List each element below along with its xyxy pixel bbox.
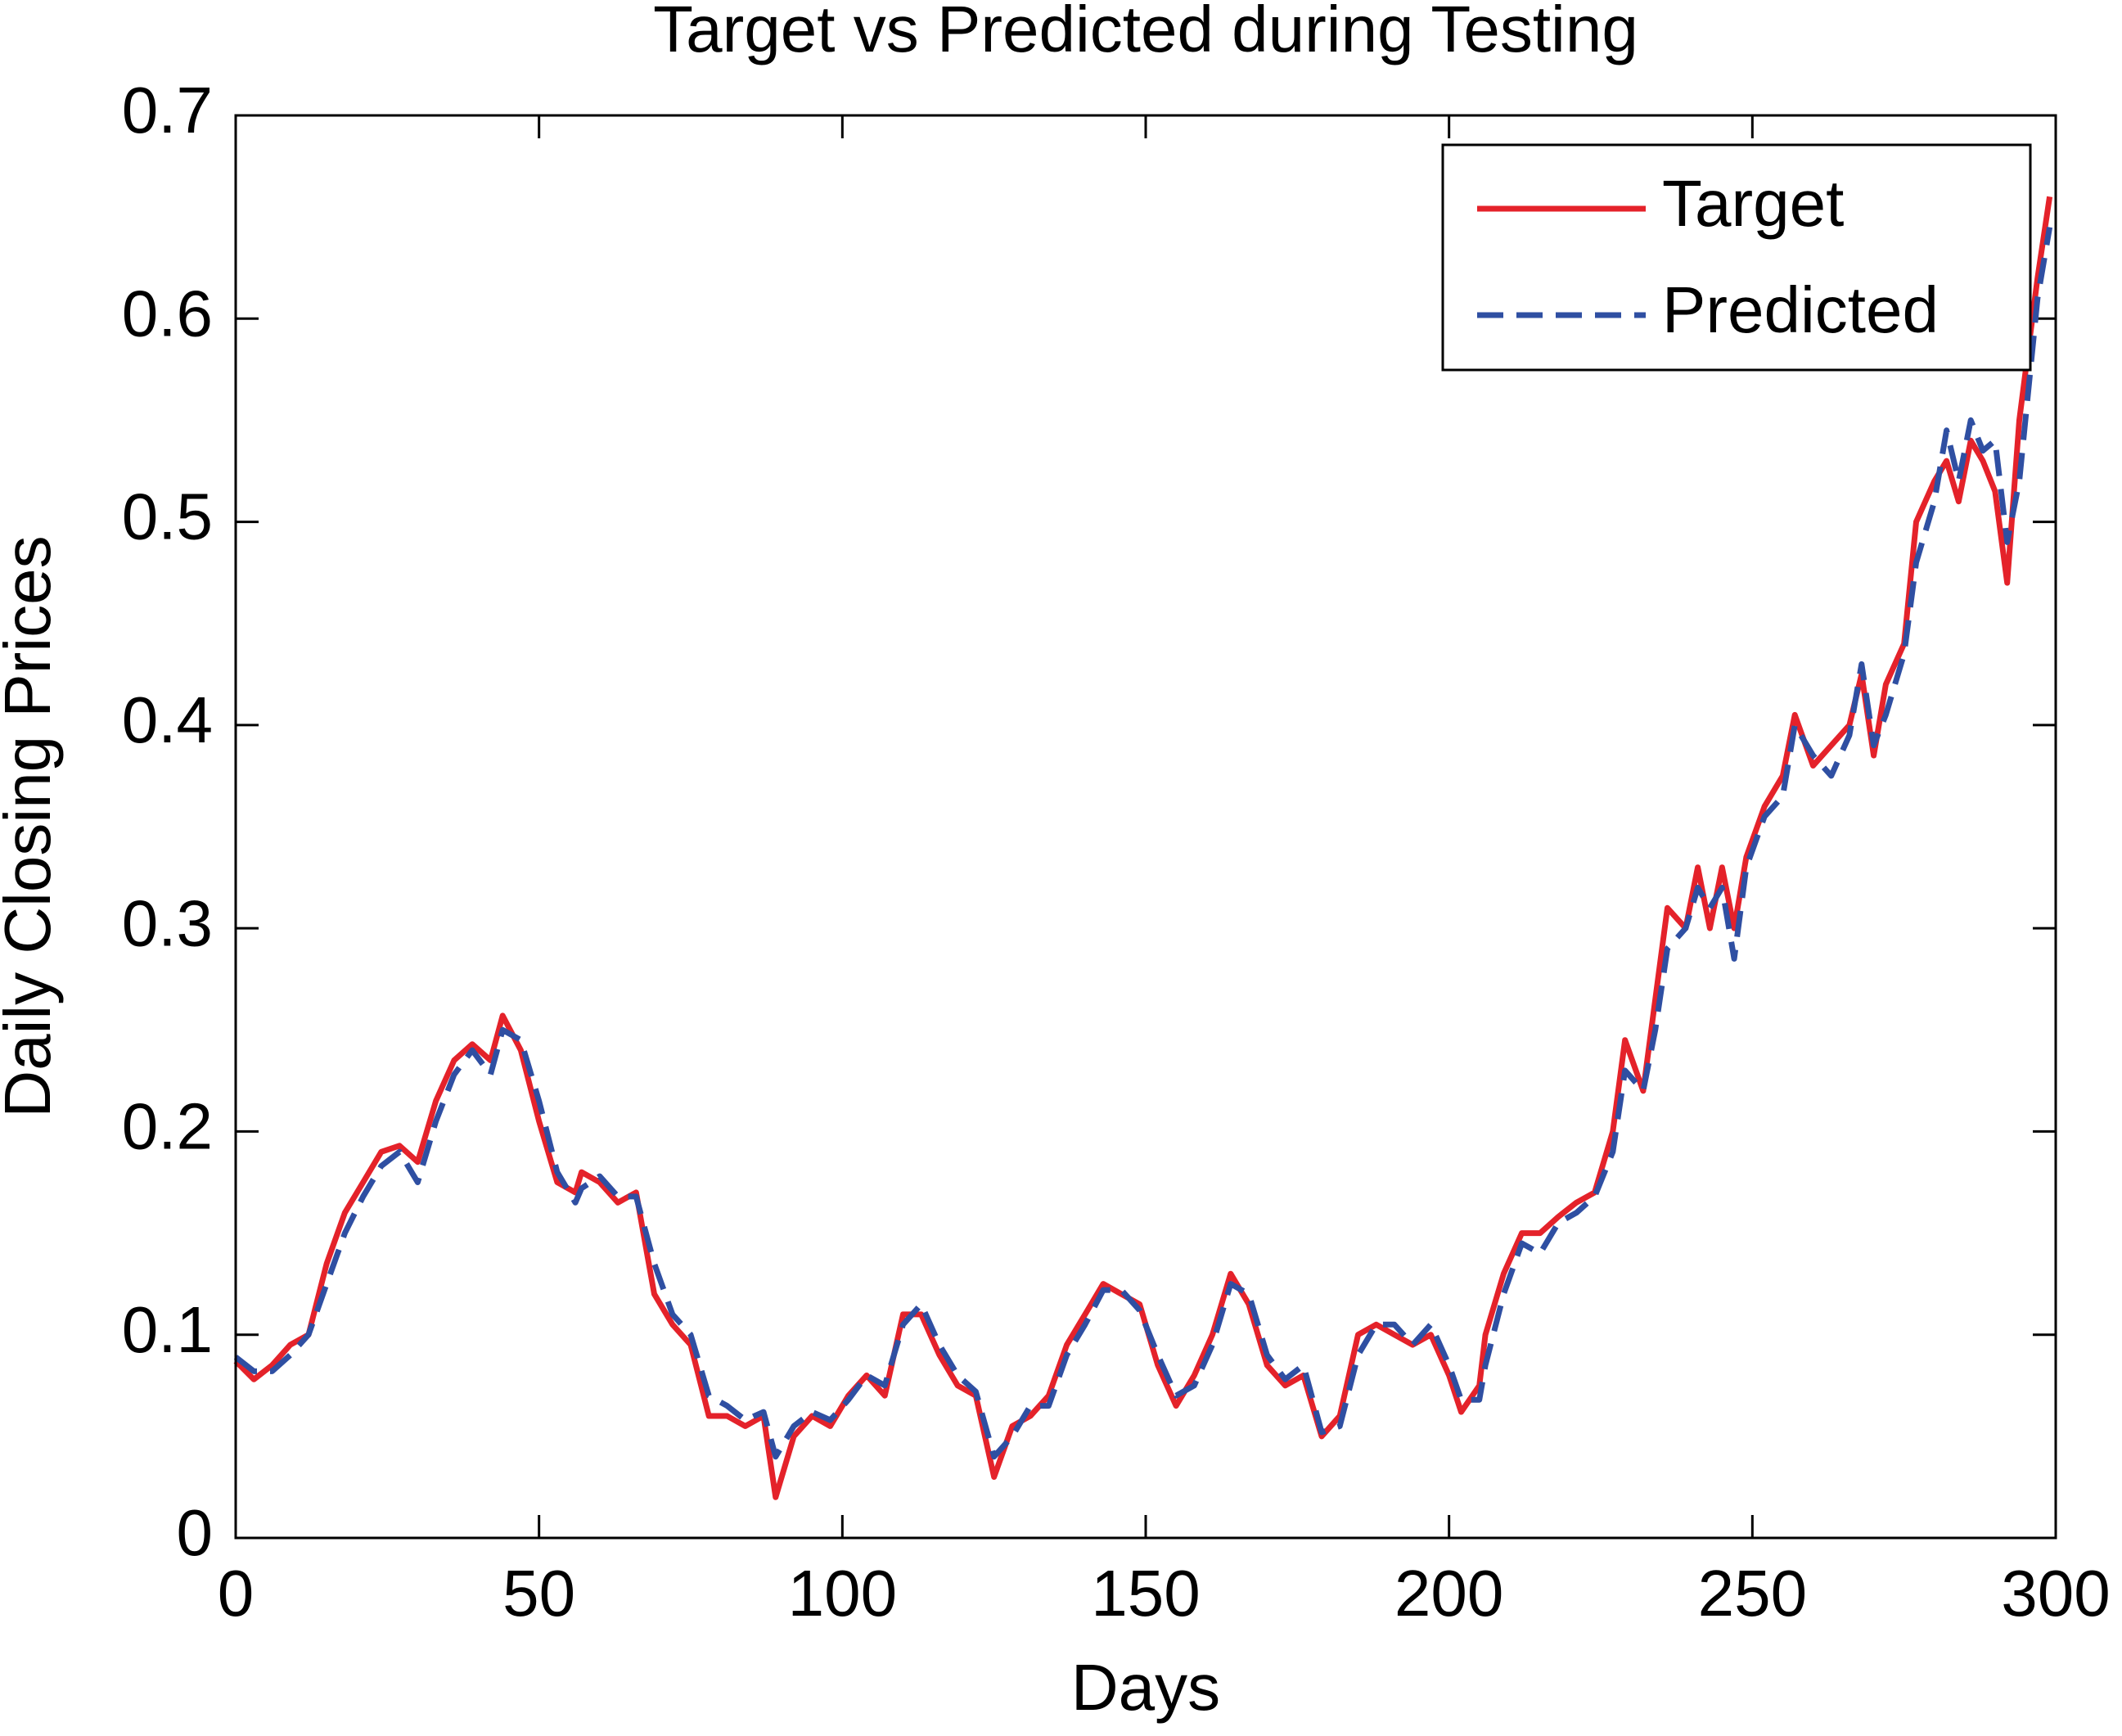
- y-tick-label: 0: [177, 1496, 214, 1569]
- y-tick-label: 0.7: [122, 74, 213, 147]
- y-tick-label: 0.4: [122, 683, 213, 756]
- x-axis-label: Days: [1071, 1651, 1220, 1724]
- x-tick-label: 150: [1091, 1557, 1200, 1630]
- series-line: [233, 196, 2053, 1500]
- y-axis-label: Daily Closing Prices: [0, 535, 64, 1117]
- x-tick-label: 100: [788, 1557, 897, 1630]
- x-tick-label: 50: [502, 1557, 575, 1630]
- chart-title: Target vs Predicted during Testing: [653, 0, 1638, 65]
- legend-box: [1441, 143, 2032, 372]
- y-tick-label: 0.5: [122, 480, 213, 553]
- x-tick-label: 300: [2001, 1557, 2110, 1630]
- plot-frame: [234, 114, 2057, 1540]
- x-tick-label: 250: [1698, 1557, 1807, 1630]
- y-tick-label: 0.3: [122, 886, 213, 959]
- y-tick-label: 0.1: [122, 1293, 213, 1366]
- x-tick-label: 0: [218, 1557, 255, 1630]
- x-tick-label: 200: [1394, 1557, 1503, 1630]
- series-line: [233, 227, 2053, 1460]
- legend-label: Predicted: [1662, 273, 1939, 346]
- legend: Target Predicted: [1441, 143, 2032, 372]
- y-tick-label: 0.2: [122, 1090, 213, 1163]
- legend-label: Target: [1662, 167, 1844, 240]
- y-tick-label: 0.6: [122, 277, 213, 349]
